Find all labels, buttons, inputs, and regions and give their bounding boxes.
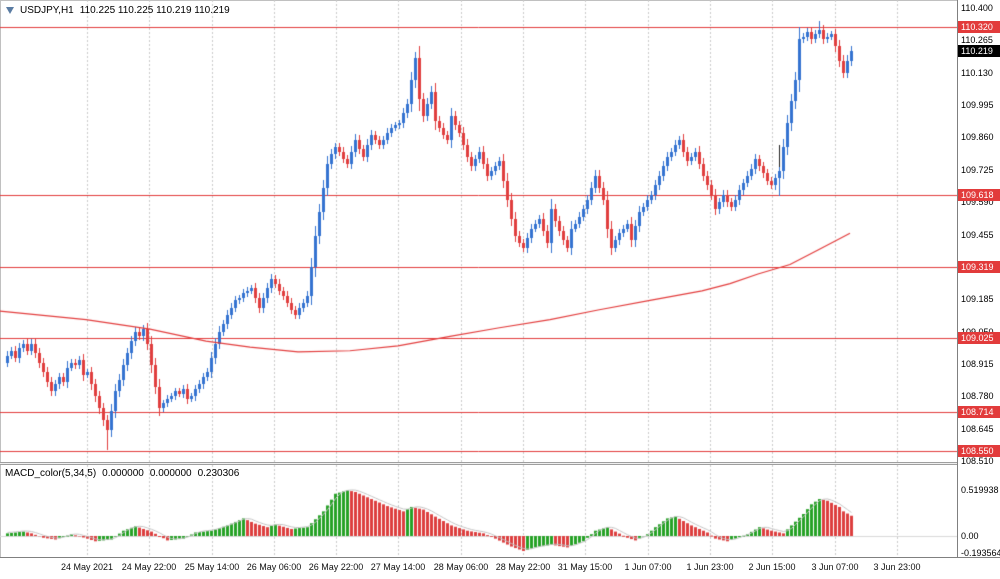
macd-axis-label: 0.00 xyxy=(961,531,979,541)
level-price-badge: 108.550 xyxy=(958,445,1000,458)
time-axis-label: 3 Jun 07:00 xyxy=(811,562,859,572)
time-axis-label: 2 Jun 15:00 xyxy=(748,562,796,572)
level-price-badge: 109.025 xyxy=(958,331,1000,344)
level-price-badge: 109.618 xyxy=(958,189,1000,202)
time-axis-label: 3 Jun 23:00 xyxy=(873,562,921,572)
price-axis-label: 109.725 xyxy=(961,164,994,175)
macd-value-3: 0.230306 xyxy=(197,468,240,479)
macd-indicator-label: MACD_color(5,34,5) 0.000000 0.000000 0.2… xyxy=(5,468,239,479)
time-axis-label: 25 May 14:00 xyxy=(184,562,240,572)
time-axis-label: 31 May 15:00 xyxy=(557,562,613,572)
time-axis-label: 1 Jun 23:00 xyxy=(686,562,734,572)
current-price-badge: 110.219 xyxy=(958,45,1000,58)
price-axis-label: 110.400 xyxy=(961,3,993,13)
symbol-ohlc: 110.225 110.225 110.219 110.219 xyxy=(79,5,230,16)
time-axis-label: 27 May 14:00 xyxy=(370,562,426,572)
time-axis-label: 28 May 06:00 xyxy=(433,562,489,572)
time-axis-label: 28 May 22:00 xyxy=(495,562,551,572)
symbol-marker-icon xyxy=(6,7,14,14)
time-axis-label: 1 Jun 07:00 xyxy=(624,562,672,572)
time-axis-label: 24 May 2021 xyxy=(60,562,114,572)
price-axis-label: 108.915 xyxy=(961,358,994,369)
time-axis-label: 26 May 06:00 xyxy=(246,562,302,572)
macd-axis-label: -0.193564 xyxy=(961,548,1000,559)
price-axis-label: 108.780 xyxy=(961,391,994,402)
price-axis-label: 109.590 xyxy=(961,197,994,208)
symbol-info: USDJPY,H1 110.225 110.225 110.219 110.21… xyxy=(6,5,230,16)
level-price-badge: 109.319 xyxy=(958,261,1000,274)
price-axis-label: 109.455 xyxy=(961,229,994,240)
price-axis-label: 109.860 xyxy=(961,132,994,143)
price-axis[interactable]: 110.400 110.265 110.130 109.995 109.860 109.7… xyxy=(957,0,1000,559)
macd-axis-label: 0.519938 xyxy=(961,485,999,496)
level-price-badge: 108.714 xyxy=(958,406,1000,419)
macd-chart-canvas[interactable] xyxy=(0,465,957,556)
price-axis-label: 109.185 xyxy=(961,294,994,305)
time-axis-label: 24 May 22:00 xyxy=(121,562,177,572)
price-axis-label: 108.510 xyxy=(961,456,994,466)
macd-title: MACD_color(5,34,5) xyxy=(5,468,97,479)
price-axis-label: 110.265 xyxy=(961,35,993,46)
price-axis-label: 110.130 xyxy=(961,67,993,78)
price-axis-label: 109.995 xyxy=(961,100,994,111)
price-axis-label: 108.645 xyxy=(961,423,994,434)
level-price-badge: 110.320 xyxy=(958,21,1000,34)
time-axis[interactable]: 24 May 2021 24 May 22:00 25 May 14:00 26 Ma… xyxy=(0,557,1000,579)
macd-value-1: 0.000000 xyxy=(102,468,144,479)
panel-splitter[interactable] xyxy=(0,462,1000,465)
main-chart-canvas[interactable] xyxy=(0,0,957,462)
time-axis-label: 26 May 22:00 xyxy=(308,562,364,572)
symbol-name: USDJPY,H1 xyxy=(20,5,74,16)
macd-value-2: 0.000000 xyxy=(149,468,192,479)
